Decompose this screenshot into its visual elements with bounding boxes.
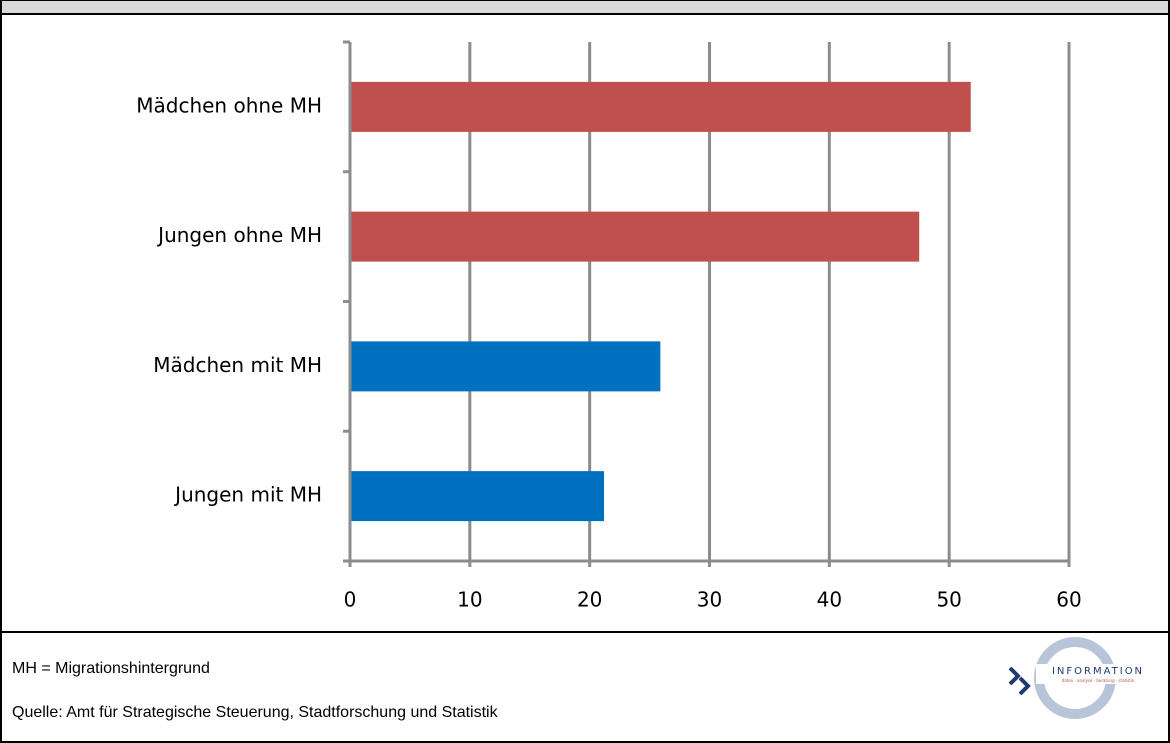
x-tick-label: 10 [457, 588, 482, 612]
category-label: Mädchen mit MH [153, 353, 322, 377]
header-band [0, 0, 1170, 14]
category-label: Mädchen ohne MH [136, 93, 322, 117]
bar [350, 211, 920, 262]
logo: INFORMATION daten · analyse · beratung ·… [1008, 637, 1162, 719]
source: Quelle: Amt für Strategische Steuerung, … [12, 704, 499, 721]
logo-title: INFORMATION [1052, 666, 1144, 677]
bar [350, 341, 661, 392]
category-label: Jungen ohne MH [156, 223, 322, 247]
note: MH = Migrationshintergrund [12, 660, 210, 677]
logo-arrows [1008, 666, 1031, 696]
logo-subtitle: daten · analyse · beratung · statistik [1062, 678, 1135, 683]
x-tick-label: 20 [577, 588, 602, 612]
x-tick-label: 50 [936, 588, 961, 612]
bar [350, 81, 971, 132]
x-tick-label: 30 [697, 588, 722, 612]
x-tick-label: 0 [344, 588, 357, 612]
bar [350, 471, 605, 522]
x-tick-label: 60 [1056, 588, 1081, 612]
category-label: Jungen mit MH [173, 483, 322, 507]
x-tick-label: 40 [817, 588, 842, 612]
logo-backdrop [1036, 664, 1162, 684]
